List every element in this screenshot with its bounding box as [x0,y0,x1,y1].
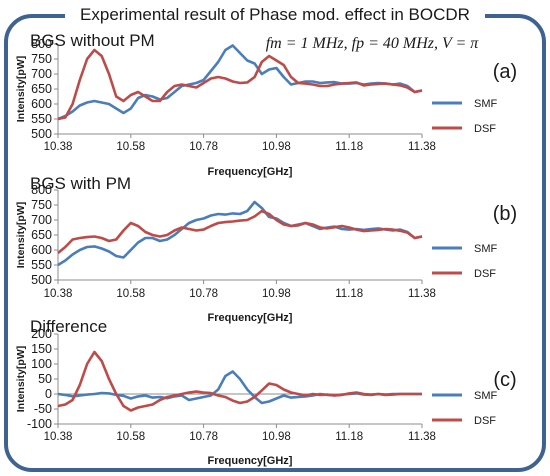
legend-label-smf: SMF [474,243,498,255]
series-line-dsf [57,48,423,121]
panel-label: (c) [493,369,516,391]
y-axis-label: Intensity[pW] [15,346,27,413]
legend-label-dsf: DSF [474,415,496,427]
panel-label: (b) [493,203,517,225]
y-tick-label: 0 [45,387,52,401]
x-tick-label: 11.38 [408,431,436,443]
y-tick-label: 650 [31,82,52,96]
title-background [65,4,485,26]
x-tick-label: 11.18 [335,141,363,153]
panel-title: BGS without PM [30,31,155,50]
legend-label-smf: SMF [474,98,498,110]
x-axis-label: Frequency[GHz] [208,455,293,467]
legend-label-dsf: DSF [474,123,496,135]
y-tick-label: 600 [31,243,52,257]
x-tick-label: 10.98 [262,431,291,443]
x-tick-label: 10.58 [116,431,145,443]
y-tick-label: 800 [31,183,52,197]
legend-label-dsf: DSF [474,268,496,280]
x-tick-label: 10.38 [44,431,73,443]
x-tick-label: 10.58 [116,141,145,153]
x-tick-label: 11.38 [408,141,436,153]
y-tick-label: 600 [31,97,52,111]
series-line-dsf [57,209,423,255]
figure-frame [4,14,546,472]
y-tick-label: -100 [27,417,52,431]
y-tick-label: 150 [31,342,52,356]
y-axis-label: Intensity[pW] [15,56,27,123]
panel-label: (a) [493,61,517,83]
y-tick-label: 50 [38,372,52,386]
x-tick-label: 11.18 [335,288,363,300]
y-tick-label: 700 [31,213,52,227]
x-tick-label: 10.38 [44,288,73,300]
figure-title: Experimental result of Phase mod. effect… [80,5,470,24]
x-tick-label: 10.38 [44,141,73,153]
y-tick-label: 700 [31,67,52,81]
y-axis-label: Intensity[pW] [15,202,27,269]
x-tick-label: 10.58 [116,288,145,300]
series-line-smf [57,200,423,267]
x-tick-label: 11.18 [335,431,363,443]
y-tick-label: 550 [31,258,52,272]
y-tick-label: 500 [31,127,52,141]
series-line-dsf [57,350,422,412]
y-tick-label: 200 [31,327,52,341]
y-tick-label: 800 [31,37,52,51]
panel-title: Difference [30,317,107,336]
x-axis-label: Frequency[GHz] [208,166,293,178]
legend-label-smf: SMF [474,390,498,402]
x-tick-label: 10.78 [189,141,218,153]
y-tick-label: 750 [31,52,52,66]
y-tick-label: 750 [31,198,52,212]
modulation-parameters: fm = 1 MHz, fp = 40 MHz, V = π [266,35,480,52]
x-tick-label: 10.98 [262,141,291,153]
panel-title: BGS with PM [30,174,131,193]
x-tick-label: 10.98 [262,288,291,300]
y-tick-label: -50 [34,402,52,416]
y-tick-label: 100 [31,357,52,371]
y-tick-label: 500 [31,273,52,287]
y-tick-label: 550 [31,112,52,126]
x-tick-label: 10.78 [189,431,218,443]
x-tick-label: 11.38 [408,288,436,300]
x-axis-label: Frequency[GHz] [208,312,293,324]
x-tick-label: 10.78 [189,288,218,300]
y-tick-label: 650 [31,228,52,242]
